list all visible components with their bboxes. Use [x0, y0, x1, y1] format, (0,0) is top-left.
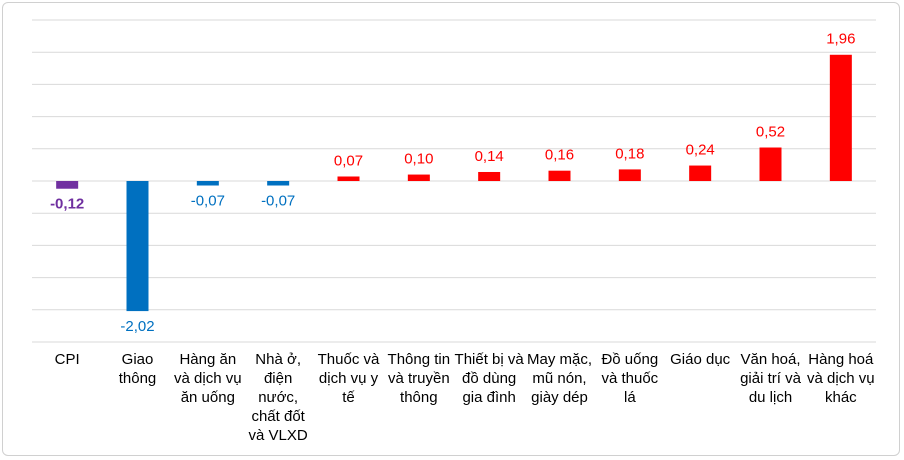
x-tick-label: Giáo dục — [670, 351, 731, 368]
value-label: 0,18 — [615, 145, 644, 162]
x-tick-label: Nhà ở, điện nước, chất đốt và VLXD — [248, 351, 308, 444]
bar — [548, 170, 571, 181]
x-tick-label: CPI — [54, 351, 80, 368]
bar — [56, 181, 79, 189]
value-label: -0,12 — [50, 196, 84, 213]
value-label: 0,16 — [545, 147, 574, 164]
bar — [196, 181, 219, 186]
bar — [267, 181, 290, 186]
bar — [759, 147, 782, 181]
bar — [618, 169, 641, 181]
bar — [337, 176, 360, 181]
value-label: -2,02 — [120, 318, 154, 335]
x-tick-label: Thông tin và truyền thông — [387, 351, 451, 406]
x-tick-label: Đồ uống và thuốc lá — [601, 351, 659, 406]
bar — [478, 171, 501, 181]
value-label: -0,07 — [261, 192, 295, 209]
bar — [689, 165, 712, 181]
x-tick-label: Giao thông — [118, 351, 157, 387]
value-label: 0,10 — [404, 151, 433, 168]
value-label: 0,52 — [756, 123, 785, 140]
value-label: 1,96 — [826, 31, 855, 48]
value-label: 0,24 — [686, 142, 715, 159]
x-tick-label: Thiết bị và đồ dùng gia đình — [454, 351, 524, 406]
x-tick-label: Thuốc và dịch vụ y tế — [317, 351, 380, 406]
value-label: 0,07 — [334, 152, 363, 169]
x-tick-label: Hàng hoá và dịch vụ khác — [807, 351, 875, 406]
x-tick-label: Hàng ăn và dịch vụ ăn uống — [174, 351, 242, 406]
bar — [126, 181, 149, 312]
x-tick-label: Văn hoá, giải trí và du lịch — [740, 351, 801, 406]
bar — [407, 174, 430, 181]
x-tick-label: May mặc, mũ nón, giày dép — [526, 351, 592, 406]
bar — [829, 54, 852, 181]
value-label: 0,14 — [475, 148, 504, 165]
value-label: -0,07 — [191, 192, 225, 209]
